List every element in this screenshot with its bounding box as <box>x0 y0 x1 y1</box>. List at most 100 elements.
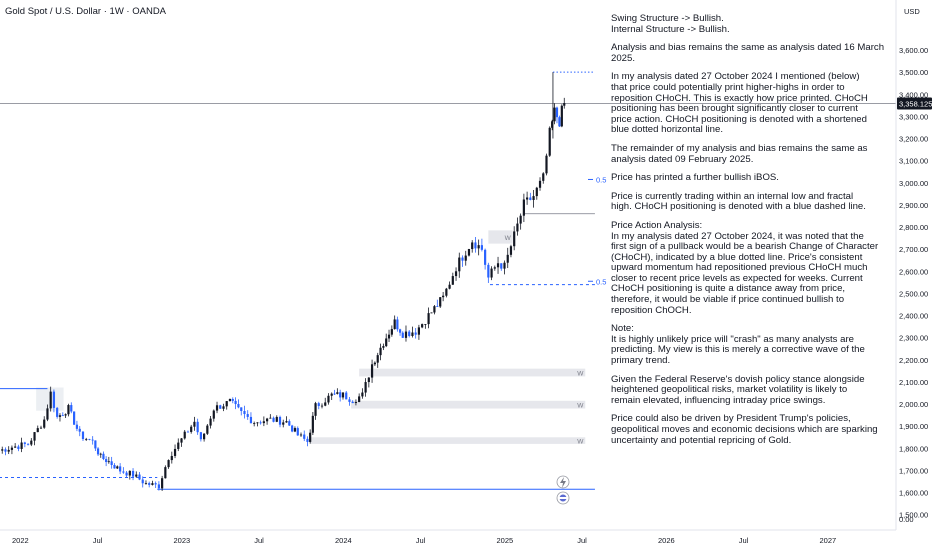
candle-body <box>370 364 374 378</box>
candle-body <box>105 459 108 463</box>
candle <box>151 480 154 486</box>
candle <box>506 247 509 269</box>
candle-body <box>206 425 209 434</box>
candle-body <box>445 288 448 296</box>
note-line: uncertainty and potential repricing of G… <box>611 434 792 446</box>
candle-body <box>439 297 442 307</box>
candle-body <box>513 231 516 247</box>
candle <box>364 378 367 397</box>
candle <box>173 444 177 459</box>
candle <box>148 481 151 488</box>
candle <box>558 115 561 127</box>
candle-body <box>396 319 399 330</box>
candle <box>379 343 382 361</box>
candle <box>85 437 88 441</box>
candle-body <box>26 443 30 445</box>
candle <box>451 272 454 285</box>
candle <box>275 415 278 423</box>
candle-body <box>225 401 228 407</box>
candle-body <box>299 434 303 436</box>
candle-body <box>385 338 388 347</box>
candle-body <box>190 426 193 432</box>
candle <box>433 304 436 315</box>
candle <box>382 343 385 351</box>
candle <box>358 393 361 403</box>
candle <box>262 416 265 427</box>
candle <box>269 414 272 419</box>
candle <box>398 328 402 336</box>
candle <box>535 186 538 200</box>
x-tick-label: 2023 <box>174 536 191 545</box>
note-line: high. CHoCH positioning is denoted with … <box>611 201 866 213</box>
candle <box>113 463 116 469</box>
candle <box>303 430 306 442</box>
candle-body <box>538 180 542 188</box>
candle-body <box>354 402 358 404</box>
candle-body <box>320 405 324 407</box>
candle <box>215 401 219 414</box>
candle-body <box>551 121 554 128</box>
candle-body <box>401 332 404 338</box>
candle-body <box>193 421 196 427</box>
candle-body <box>186 431 190 433</box>
chart-labels: W W W W 0.5 0.5 <box>505 175 607 445</box>
candle-body <box>293 428 297 432</box>
candle <box>288 419 291 426</box>
candle <box>110 456 113 469</box>
candle-body <box>46 408 49 420</box>
candle-body <box>128 470 131 476</box>
candle-body <box>269 417 272 419</box>
candle <box>231 397 234 404</box>
candle <box>14 443 17 448</box>
candle-body <box>256 422 259 424</box>
note-paragraph: Swing Structure -> Bullish. Internal Stru… <box>611 13 881 35</box>
candle <box>52 389 56 413</box>
candle <box>339 389 342 402</box>
note-line: It is highly unlikely price will "crash"… <box>611 333 855 345</box>
candle <box>401 331 404 338</box>
note-paragraph: Price Action Analysis: In my analysis dat… <box>611 220 881 316</box>
candle <box>94 440 97 452</box>
candle-body <box>458 257 461 272</box>
candle <box>436 299 439 307</box>
candle <box>417 324 421 340</box>
candle <box>348 396 351 406</box>
candle <box>477 239 480 256</box>
x-tick-label: 2022 <box>12 536 29 545</box>
candle <box>414 328 417 339</box>
candle <box>464 250 467 266</box>
y-tick-label: 2,300.00 <box>899 334 928 343</box>
candle <box>154 481 157 489</box>
candle-body <box>107 461 110 463</box>
candle-body <box>311 415 314 433</box>
note-line: Price is currently trading within an int… <box>611 190 854 202</box>
flag-stripe <box>559 497 567 499</box>
candle-body <box>43 419 46 428</box>
candle <box>135 471 138 478</box>
candle-body <box>141 479 144 484</box>
candle-body <box>265 418 269 422</box>
candle <box>387 329 391 342</box>
y-tick-label: 2,100.00 <box>899 378 928 387</box>
candle <box>164 465 167 479</box>
candle-body <box>231 398 234 401</box>
zone-box <box>488 230 513 244</box>
candle <box>351 400 354 404</box>
zone-label: W <box>577 403 584 410</box>
y-tick-label: 2,000.00 <box>899 400 928 409</box>
candle <box>548 126 551 157</box>
candle-body <box>262 421 265 424</box>
candle-body <box>461 257 464 261</box>
candle <box>296 426 299 436</box>
candle-body <box>272 417 275 422</box>
candle-body <box>144 483 148 484</box>
candle <box>306 436 309 447</box>
candle <box>293 426 297 433</box>
candle-body <box>30 440 33 445</box>
note-paragraph: In my analysis dated 27 October 2024 I m… <box>611 72 881 136</box>
candle-body <box>52 391 56 408</box>
candle <box>96 447 100 456</box>
candle-body <box>503 262 506 269</box>
note-line: that price could potentially print highe… <box>611 81 845 93</box>
